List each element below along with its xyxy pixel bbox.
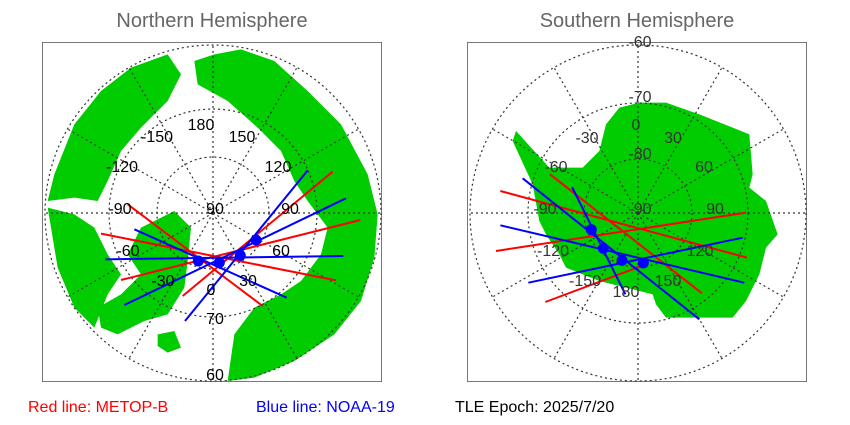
grid-label: 60 [695,159,713,176]
satellite-marker [597,242,609,254]
meridian-line [128,67,214,214]
noaa-track [500,224,745,284]
grid-label: 0 [632,117,641,134]
legend-noaa: Blue line: NOAA-19 [256,399,395,416]
satellite-marker [637,257,649,269]
grid-label: -30 [575,130,598,147]
satellite-marker [250,234,262,246]
metop-track [544,263,647,303]
legend-metop: Red line: METOP-B [28,399,169,416]
noaa-track [528,236,743,284]
south-title: Southern Hemisphere [539,10,735,32]
satellite-marker [616,254,628,266]
noaa-track [522,177,700,321]
satellite-marker [192,255,204,267]
grid-label: 30 [239,273,257,290]
grid-label: -90 [628,201,651,218]
noaa-track [123,197,347,306]
meridian-line [637,212,784,298]
noaa-track [571,186,627,295]
metop-track [182,170,334,297]
grid-label: -90 [108,201,131,218]
greenland-land [97,211,191,335]
grid-label: -80 [628,146,651,163]
grid-label: 150 [655,273,682,290]
grid-label: 30 [664,130,682,147]
satellite-marker [213,257,225,269]
north-america-land [47,54,181,202]
canada-land [47,207,121,328]
grid-label: 70 [206,311,224,328]
latitude-circle [583,158,693,268]
north-map-svg: 180 150 -150 120 -120 90 -90 90 60 -60 30 -30 0 70 60 [44,44,382,384]
grid-label: 120 [687,243,714,260]
grid-label: -70 [628,89,651,106]
south-map-svg: -60 -70 0 -30 30 -80 -60 60 -90 -90 90 -120 120 -150 1… [469,34,807,382]
meridian-line [553,67,639,214]
meridian-line [637,67,723,214]
meridian-line [67,212,214,298]
grid-label: -60 [628,34,651,51]
meridian-line [212,212,298,359]
grid-label: -90 [533,201,556,218]
grid-label: 90 [706,201,724,218]
noaa-track [184,169,309,322]
meridian-line [553,212,639,359]
metop-track [500,190,748,259]
grid-label: 120 [265,159,292,176]
grid-label: 180 [613,284,640,301]
north-title: Northern Hemisphere [116,10,308,32]
meridian-line [128,212,214,359]
grid-label: -120 [106,159,138,176]
meridian-line [212,212,359,298]
grid-label: 60 [272,243,290,260]
grid-label: 150 [229,129,256,146]
grid-label: -120 [537,243,569,260]
metop-track [127,203,264,307]
metop-track [495,211,747,252]
grid-label: -60 [116,243,139,260]
satellite-marker [585,224,597,236]
grid-label: 180 [188,117,215,134]
eurasia-land [194,49,378,381]
grid-label: -30 [151,273,174,290]
north-polar-map: 180 150 -150 120 -120 90 -90 90 60 -60 30 -30 0 70 60 [42,42,382,384]
grid-label: 60 [206,367,224,384]
tle-epoch: TLE Epoch: 2025/7/20 [455,399,615,416]
grid-label: 90 [206,201,224,218]
latitude-circle [469,44,807,382]
meridian-line [212,128,359,214]
grid-label: -150 [141,129,173,146]
grid-label: 0 [207,282,216,299]
latitude-circle [44,44,382,382]
meridian-line [637,212,723,359]
meridian-line [637,128,784,214]
grid-label: 90 [281,201,299,218]
antarctica-land [512,102,778,318]
satellite-marker [234,249,246,261]
grid-label: -60 [544,159,567,176]
meridian-line [67,128,214,214]
grid-label: -150 [569,273,601,290]
meridian-line [212,67,298,214]
iceland-land [157,331,181,353]
south-polar-map: -60 -70 0 -30 30 -80 -60 60 -90 -90 90 -120 120 -150 1… [467,34,807,382]
